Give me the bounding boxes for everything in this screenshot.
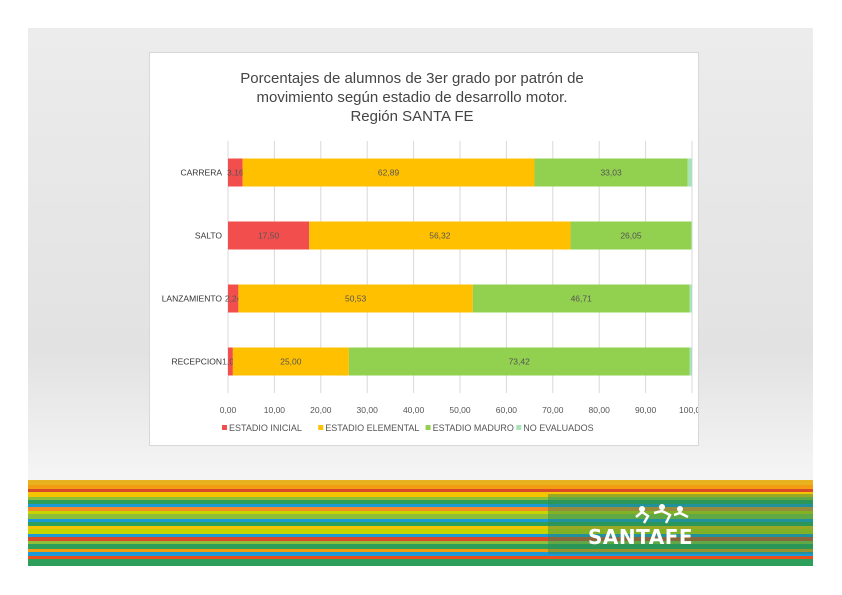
- stripe: [28, 497, 813, 500]
- category-label: LANZAMIENTO: [162, 294, 223, 304]
- chart-title-line: Región SANTA FE: [350, 108, 473, 125]
- data-label: 17,50: [258, 231, 280, 241]
- data-label: 46,71: [571, 294, 593, 304]
- stripe: [28, 500, 813, 504]
- stripe: [28, 485, 813, 489]
- legend-swatch: [318, 425, 324, 430]
- data-label: 2,24: [225, 294, 242, 304]
- bar-segment: [309, 221, 571, 250]
- stripe: [28, 534, 813, 537]
- chart-title-line: Porcentajes de alumnos de 3er grado por …: [240, 70, 584, 87]
- category-label: CARRERA: [180, 168, 222, 178]
- bar-segment: [348, 347, 690, 376]
- stripe: [28, 529, 813, 534]
- x-tick-label: 100,00: [679, 405, 698, 415]
- category-label: SALTO: [195, 231, 222, 241]
- data-label: 50,53: [345, 294, 367, 304]
- stripe-overlay: [548, 494, 813, 554]
- chart-canvas: Porcentajes de alumnos de 3er grado por …: [162, 70, 698, 433]
- stripe: [28, 514, 813, 519]
- stripe: [28, 544, 813, 549]
- data-label: 3,16: [227, 168, 244, 178]
- bar-segment: [689, 284, 692, 313]
- stripe: [28, 552, 813, 556]
- bar-segment: [238, 284, 473, 313]
- figures-icon: [635, 504, 689, 524]
- stripe: [28, 489, 813, 492]
- bar-segment: [570, 221, 692, 250]
- data-label: 73,42: [509, 357, 531, 367]
- x-tick-label: 60,00: [496, 405, 518, 415]
- data-label: 1,05: [222, 357, 239, 367]
- stripe: [28, 511, 813, 514]
- bar-segment: [228, 158, 243, 187]
- decorative-color-stripes: [28, 480, 813, 566]
- stripe: [28, 519, 813, 522]
- data-label: 26,05: [620, 231, 642, 241]
- legend-swatch: [222, 425, 227, 430]
- stripe: [28, 507, 813, 511]
- data-label: 33,03: [600, 168, 622, 178]
- legend-label: ESTADIO MADURO: [433, 423, 514, 433]
- bar-segment: [687, 158, 692, 187]
- bar-segment: [232, 347, 349, 376]
- legend-swatch: [516, 425, 522, 430]
- bar-segment: [242, 158, 535, 187]
- x-tick-label: 30,00: [357, 405, 379, 415]
- bar-segment: [228, 284, 239, 313]
- stripe: [28, 537, 813, 541]
- stripe: [28, 492, 813, 497]
- legend-label: ESTADIO ELEMENTAL: [325, 423, 419, 433]
- bar-segment: [228, 347, 233, 376]
- stripe: [28, 541, 813, 544]
- x-tick-label: 80,00: [589, 405, 611, 415]
- legend-label: ESTADIO INICIAL: [229, 423, 302, 433]
- stripe: [28, 504, 813, 507]
- bar-segment: [472, 284, 690, 313]
- logo-text: SANTAFE: [588, 525, 694, 549]
- stripe: [28, 549, 813, 552]
- stripe: [28, 526, 813, 529]
- chart-title-line: movimiento según estadio de desarrollo m…: [256, 89, 567, 106]
- stripe: [28, 556, 813, 559]
- bar-segment: [691, 221, 692, 250]
- data-label: 62,89: [378, 168, 400, 178]
- x-tick-label: 90,00: [635, 405, 657, 415]
- chart-panel: Porcentajes de alumnos de 3er grado por …: [149, 52, 699, 446]
- x-tick-label: 50,00: [449, 405, 471, 415]
- bar-segment: [228, 221, 310, 250]
- santafe-logo: SANTAFE: [588, 503, 700, 547]
- bar-segment: [534, 158, 688, 187]
- legend-swatch: [425, 425, 431, 430]
- legend-label: NO EVALUADOS: [523, 423, 593, 433]
- stripe: [28, 480, 813, 485]
- x-tick-label: 40,00: [403, 405, 425, 415]
- x-tick-label: 20,00: [310, 405, 332, 415]
- bar-segment: [689, 347, 692, 376]
- data-label: 25,00: [280, 357, 302, 367]
- stripe: [28, 522, 813, 526]
- stripe: [28, 559, 813, 566]
- x-tick-label: 10,00: [264, 405, 286, 415]
- category-label: RECEPCION: [171, 357, 222, 367]
- data-label: 56,32: [429, 231, 451, 241]
- x-tick-label: 0,00: [220, 405, 237, 415]
- x-tick-label: 70,00: [542, 405, 564, 415]
